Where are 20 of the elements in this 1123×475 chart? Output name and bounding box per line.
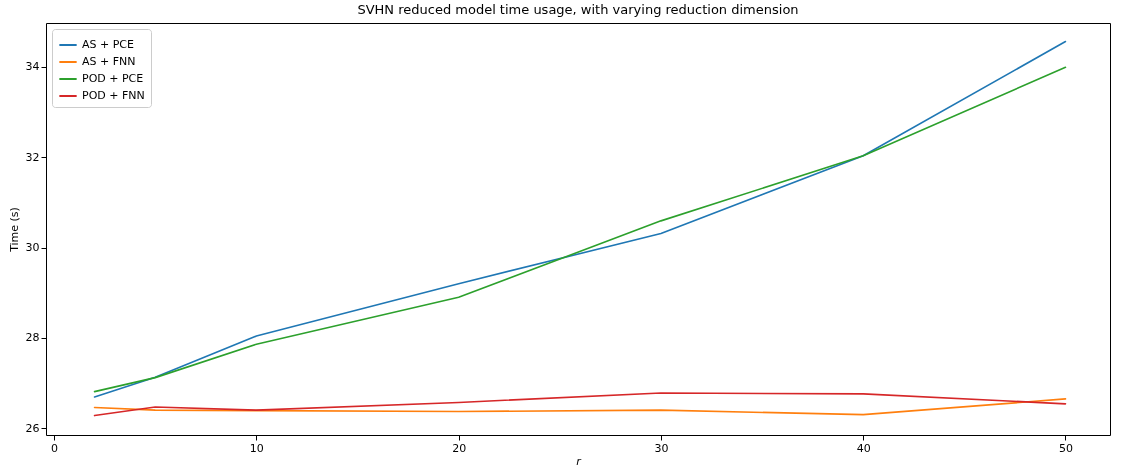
x-axis-title: r	[576, 454, 583, 468]
x-tick-label: 10	[249, 441, 264, 455]
chart-title: SVHN reduced model time usage, with varying reduction dimension	[357, 2, 799, 17]
line-series	[93, 392, 1067, 417]
y-tick-label: 30	[25, 241, 40, 255]
y-tick-label: 34	[25, 60, 40, 74]
y-tick-label: 28	[25, 331, 40, 345]
legend-label: POD + PCE	[82, 72, 144, 85]
y-tick-label: 32	[25, 150, 40, 164]
x-tick-label: 50	[1059, 441, 1073, 455]
x-tick-label: 20	[452, 441, 467, 455]
y-axis-title: Time (s)	[7, 207, 21, 253]
x-tick-label: 40	[856, 441, 871, 455]
legend-label: POD + FNN	[82, 89, 145, 102]
line-series	[93, 398, 1067, 416]
x-tick-label: 30	[654, 441, 669, 455]
x-tick-label: 0	[51, 441, 59, 455]
legend-label: AS + PCE	[82, 38, 135, 51]
legend-label: AS + FNN	[82, 55, 136, 68]
y-tick-label: 26	[25, 421, 40, 435]
